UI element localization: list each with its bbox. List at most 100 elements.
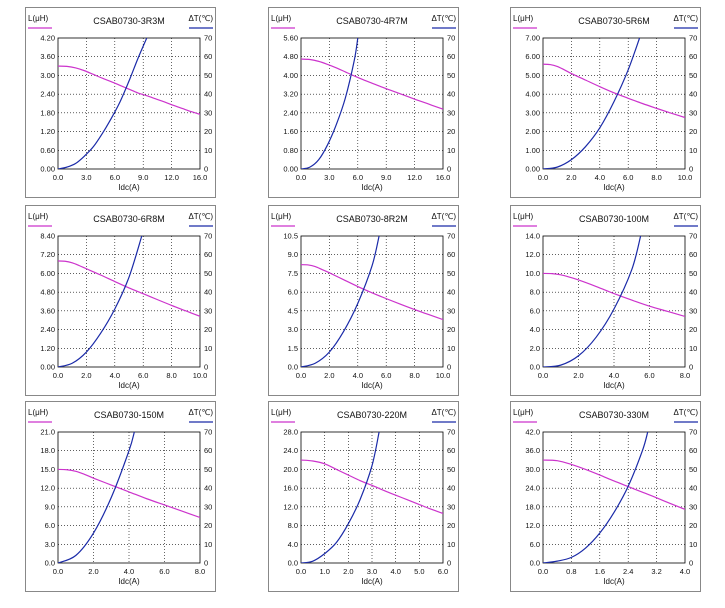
y2-tick-label: 30 — [447, 502, 455, 511]
inductance-curve — [301, 459, 443, 514]
y2-tick-label: 70 — [447, 428, 455, 437]
y-tick-label: 16.0 — [283, 484, 298, 493]
x-axis-label: Idc(A) — [603, 183, 625, 192]
y-tick-label: 4.80 — [40, 288, 55, 297]
y-axis-label: L(μH) — [513, 212, 534, 221]
x-tick-label: 0.0 — [296, 173, 306, 182]
y2-tick-label: 30 — [447, 306, 455, 315]
chart-frame — [25, 7, 216, 198]
y2-tick-label: 0 — [447, 559, 451, 568]
y2-tick-label: 20 — [689, 127, 697, 136]
y2-tick-label: 60 — [447, 446, 455, 455]
x-tick-label: 0.0 — [296, 371, 306, 380]
y-tick-label: 15.0 — [40, 465, 55, 474]
y-tick-label: 0.0 — [45, 559, 55, 568]
x-tick-label: 9.0 — [381, 173, 391, 182]
y2-tick-label: 20 — [204, 127, 212, 136]
inductance-curve — [301, 264, 443, 321]
y-tick-label: 12.0 — [40, 484, 55, 493]
y-tick-label: 4.00 — [525, 90, 540, 99]
y2-tick-label: 50 — [447, 465, 455, 474]
y-tick-label: 2.40 — [40, 325, 55, 334]
y2-axis-label: ΔT(℃) — [431, 212, 456, 221]
y-tick-label: 12.0 — [525, 250, 540, 259]
temperature-rise-curve — [58, 236, 143, 367]
y-tick-label: 0.00 — [283, 165, 298, 174]
y2-tick-label: 50 — [689, 465, 697, 474]
y-tick-label: 6.0 — [288, 288, 298, 297]
y-tick-label: 0.80 — [283, 146, 298, 155]
x-tick-label: 9.0 — [138, 173, 148, 182]
x-tick-label: 2.0 — [81, 371, 91, 380]
y-tick-label: 0.0 — [288, 363, 298, 372]
x-axis-label: Idc(A) — [361, 577, 383, 586]
x-axis-label: Idc(A) — [118, 183, 140, 192]
x-tick-label: 0.0 — [538, 567, 548, 576]
y-tick-label: 4.80 — [283, 52, 298, 61]
y-tick-label: 9.0 — [45, 502, 55, 511]
y-tick-label: 6.0 — [530, 540, 540, 549]
y-axis-label: L(μH) — [28, 408, 49, 417]
y-tick-label: 0.60 — [40, 146, 55, 155]
y2-tick-label: 10 — [689, 540, 697, 549]
y2-tick-label: 70 — [689, 232, 697, 241]
x-tick-label: 6.0 — [438, 567, 448, 576]
chart-frame — [268, 205, 459, 396]
chart-frame — [25, 401, 216, 592]
y-tick-label: 0.00 — [40, 363, 55, 372]
y2-tick-label: 70 — [204, 34, 212, 43]
x-axis-label: Idc(A) — [361, 381, 383, 390]
temperature-rise-curve — [301, 38, 359, 169]
y-tick-label: 2.00 — [525, 127, 540, 136]
x-tick-label: 2.0 — [324, 371, 334, 380]
x-tick-label: 6.0 — [623, 173, 633, 182]
y2-tick-label: 60 — [689, 446, 697, 455]
x-tick-label: 6.0 — [159, 567, 169, 576]
y2-tick-label: 60 — [689, 250, 697, 259]
y-tick-label: 3.0 — [288, 325, 298, 334]
y-tick-label: 20.0 — [283, 465, 298, 474]
y-tick-label: 3.20 — [283, 90, 298, 99]
y2-axis-label: ΔT(℃) — [431, 408, 456, 417]
chart-frame — [510, 7, 701, 198]
chart-title: CSAB0730-5R6M — [578, 16, 650, 26]
y2-tick-label: 40 — [204, 288, 212, 297]
series-group — [301, 432, 443, 563]
y-tick-label: 4.20 — [40, 34, 55, 43]
y-axis-label: L(μH) — [28, 14, 49, 23]
plot-area-border — [57, 431, 201, 564]
y-tick-label: 10.0 — [525, 269, 540, 278]
y2-tick-label: 10 — [204, 344, 212, 353]
chart-title: CSAB0730-150M — [94, 410, 164, 420]
x-tick-label: 6.0 — [110, 173, 120, 182]
y-axis-label: L(μH) — [28, 212, 49, 221]
x-axis-label: Idc(A) — [118, 381, 140, 390]
temperature-rise-curve — [543, 236, 642, 367]
x-tick-label: 16.0 — [193, 173, 208, 182]
plot-area-border — [300, 431, 444, 564]
plot-area-border — [300, 235, 444, 368]
y2-axis-label: ΔT(℃) — [188, 14, 213, 23]
temperature-rise-curve — [58, 38, 148, 169]
y2-tick-label: 40 — [204, 90, 212, 99]
y-tick-label: 30.0 — [525, 465, 540, 474]
x-axis-label: Idc(A) — [361, 183, 383, 192]
y2-tick-label: 20 — [447, 325, 455, 334]
y-tick-label: 1.5 — [288, 344, 298, 353]
temperature-rise-curve — [543, 38, 641, 169]
x-axis-label: Idc(A) — [603, 577, 625, 586]
series-group — [58, 38, 200, 169]
x-tick-label: 0.8 — [566, 567, 576, 576]
x-tick-label: 1.6 — [595, 567, 605, 576]
y-tick-label: 7.20 — [40, 250, 55, 259]
x-tick-label: 8.0 — [166, 371, 176, 380]
chart-panel: L(μH) CSAB0730-220M ΔT(℃) 0.0 4.0 8.0 12.0 16.0… — [268, 401, 459, 592]
y2-tick-label: 10 — [204, 540, 212, 549]
chart-panel: L(μH) CSAB0730-6R8M ΔT(℃)0.001.202.403.604… — [25, 205, 216, 396]
y2-tick-label: 70 — [689, 34, 697, 43]
x-tick-label: 10.0 — [436, 371, 451, 380]
series-group — [301, 38, 443, 169]
x-tick-label: 8.0 — [195, 567, 205, 576]
y-tick-label: 42.0 — [525, 428, 540, 437]
y2-tick-label: 70 — [447, 34, 455, 43]
